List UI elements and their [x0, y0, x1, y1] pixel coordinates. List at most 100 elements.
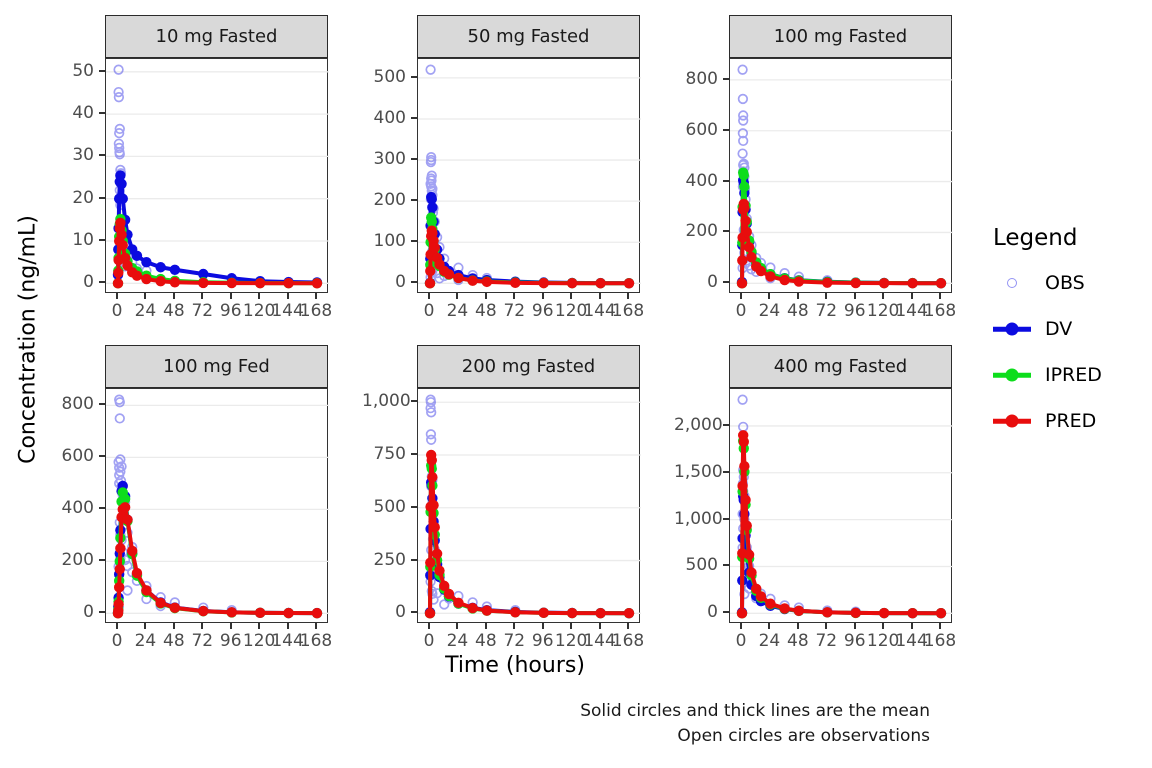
pred-series: [736, 430, 947, 619]
pred-point: [198, 605, 209, 617]
pred-point: [141, 273, 152, 285]
obs-point: [737, 128, 749, 139]
x-tick-mark: [484, 293, 487, 299]
pred-point: [155, 276, 166, 287]
pred-point: [439, 580, 450, 592]
panel-plot-area: [417, 58, 641, 293]
pred-point: [122, 514, 133, 525]
x-tick-label: 144: [271, 301, 304, 321]
pred-point: [467, 275, 478, 286]
x-tick-mark: [598, 293, 601, 299]
pred-point: [793, 605, 805, 616]
facet-strip: 200 mg Fasted: [417, 345, 640, 388]
x-tick-label: 0: [423, 301, 435, 321]
pred-point: [779, 603, 790, 614]
facet-panel: 10 mg Fasted 0 10 20 30 40 50 0 24 48 72 96 120 144 16…: [50, 15, 332, 326]
facet-strip: 100 mg Fasted: [729, 15, 952, 58]
pred-point: [738, 436, 749, 448]
pred-point: [254, 607, 266, 619]
y-tick-label: 200: [373, 190, 406, 211]
x-tick-label: 72: [191, 631, 214, 651]
y-tick-label: 1,500: [674, 461, 723, 482]
panel-plot-area: [417, 388, 641, 623]
x-tick-label: 0: [735, 631, 747, 651]
figure-caption: Solid circles and thick lines are the me…: [580, 699, 930, 749]
obs-point: [426, 407, 437, 418]
pred-point: [822, 607, 833, 618]
pred-point: [907, 607, 918, 619]
pred-point: [740, 494, 751, 506]
dv-series: [112, 480, 323, 619]
pred-point: [311, 278, 323, 289]
facet-strip: 400 mg Fasted: [729, 345, 952, 388]
facet-strip: 100 mg Fed: [105, 345, 328, 388]
x-tick-label: 144: [583, 301, 616, 321]
dv-line: [740, 178, 942, 286]
y-tick-label: 20: [72, 187, 94, 208]
y-tick-mark: [723, 230, 729, 233]
y-tick-label: 500: [373, 496, 406, 517]
x-tick-mark: [570, 623, 573, 629]
y-tick-mark: [411, 452, 417, 455]
x-tick-label: 120: [554, 631, 588, 651]
x-tick-label: 144: [895, 301, 928, 321]
obs-point: [425, 156, 437, 168]
pred-point: [878, 607, 890, 619]
pred-point: [453, 597, 464, 608]
pred-point: [623, 608, 635, 619]
pred-point: [311, 607, 323, 619]
pred-point: [736, 278, 748, 289]
pred-point: [907, 278, 918, 289]
pred-point: [424, 278, 436, 289]
obs-point: [114, 123, 125, 135]
x-tick-label: 144: [271, 631, 304, 651]
x-tick-label: 144: [895, 631, 928, 651]
y-tick-label: 250: [373, 549, 406, 570]
pred-point: [481, 276, 493, 288]
x-tick-mark: [853, 293, 856, 299]
pred-key-dot: [1005, 414, 1019, 428]
x-tick-label: 48: [787, 301, 809, 321]
y-tick-mark: [99, 196, 105, 199]
y-tick-label: 0: [395, 602, 406, 623]
pred-point: [467, 602, 478, 614]
facet-strip-title: 200 mg Fasted: [461, 356, 596, 377]
x-tick-mark: [939, 623, 941, 629]
obs-point: [738, 135, 749, 147]
x-tick-mark: [513, 293, 516, 299]
x-tick-mark: [258, 623, 261, 629]
y-tick-mark: [723, 517, 729, 520]
x-tick-label: 48: [787, 631, 809, 651]
obs-point: [738, 115, 749, 126]
pred-point: [822, 277, 833, 288]
y-tick-mark: [99, 281, 105, 284]
obs-point: [439, 599, 450, 610]
x-tick-label: 120: [242, 631, 276, 651]
pred-point: [623, 278, 635, 289]
x-tick-label: 96: [843, 631, 866, 651]
x-tick-mark: [116, 623, 118, 629]
pred-point: [169, 602, 181, 614]
pred-point: [751, 583, 762, 594]
ipred-series: [736, 167, 947, 289]
pred-point: [117, 240, 128, 251]
x-tick-mark: [796, 623, 799, 629]
pred-point: [850, 607, 861, 619]
dv-point: [427, 202, 438, 213]
obs-point: [425, 397, 437, 408]
panel-plot-area: [105, 58, 329, 293]
x-tick-label: 24: [758, 301, 781, 321]
x-tick-label: 0: [735, 301, 747, 321]
facet-strip-title: 400 mg Fasted: [773, 356, 908, 377]
x-tick-mark: [513, 623, 516, 629]
pred-point: [283, 607, 294, 619]
pred-point: [746, 251, 757, 263]
facet-panel: 200 mg Fasted 0 250 500 750 1,000 0 24 48 72 96 120…: [362, 345, 644, 656]
x-tick-mark: [882, 623, 885, 629]
y-tick-label: 600: [685, 119, 718, 140]
pred-series: [112, 502, 323, 619]
x-tick-mark: [939, 293, 941, 299]
x-tick-mark: [456, 293, 459, 299]
panel-chart-svg: [418, 394, 641, 619]
dv-point: [116, 178, 127, 190]
